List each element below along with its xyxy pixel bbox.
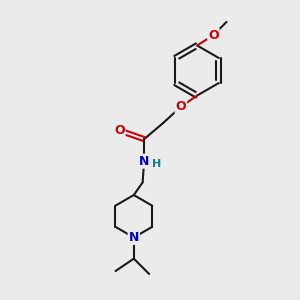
Text: N: N: [139, 155, 149, 168]
Text: O: O: [114, 124, 125, 137]
Text: H: H: [152, 158, 161, 169]
Text: N: N: [129, 231, 139, 244]
Text: O: O: [176, 100, 186, 113]
Text: O: O: [208, 29, 219, 42]
